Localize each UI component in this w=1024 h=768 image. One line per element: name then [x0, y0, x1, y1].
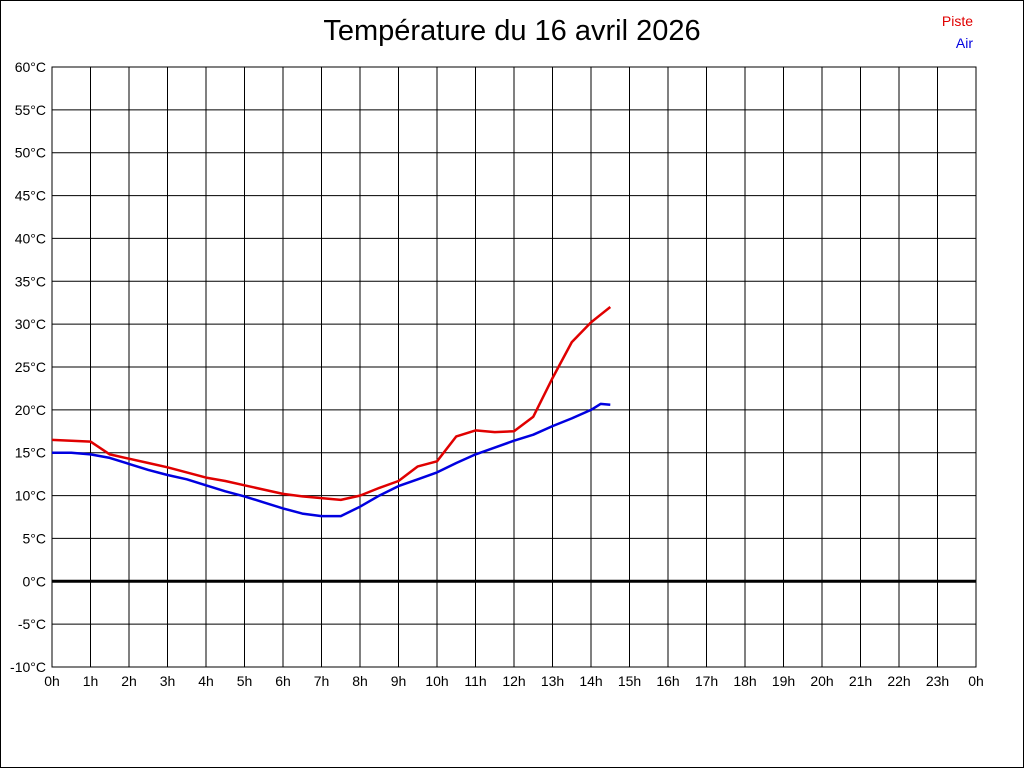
y-tick-label: 5°C: [23, 530, 47, 546]
y-tick-label: 50°C: [15, 145, 46, 161]
y-tick-label: 35°C: [15, 273, 46, 289]
y-tick-label: 40°C: [15, 230, 46, 246]
x-tick-label: 18h: [733, 673, 756, 689]
x-tick-label: 0h: [44, 673, 60, 689]
legend-item-air: Air: [955, 35, 973, 51]
x-tick-label: 12h: [502, 673, 525, 689]
x-tick-label: 8h: [352, 673, 368, 689]
y-tick-label: 60°C: [15, 59, 46, 75]
x-tick-label: 6h: [275, 673, 291, 689]
y-tick-label: 10°C: [15, 488, 46, 504]
y-tick-label: 45°C: [15, 188, 46, 204]
x-tick-label: 21h: [849, 673, 872, 689]
x-tick-label: 16h: [656, 673, 679, 689]
y-tick-label: -10°C: [10, 659, 46, 675]
legend-item-piste: Piste: [941, 13, 973, 29]
air-line: [52, 402, 611, 518]
x-tick-label: 7h: [314, 673, 330, 689]
x-tick-label: 2h: [121, 673, 137, 689]
x-tick-label: 23h: [926, 673, 949, 689]
x-tick-label: 15h: [618, 673, 641, 689]
x-tick-label: 20h: [810, 673, 833, 689]
chart-title: Température du 16 avril 2026: [323, 15, 701, 47]
plot-frame: [51, 66, 977, 668]
x-tick-label: 19h: [772, 673, 795, 689]
x-tick-label: 22h: [887, 673, 910, 689]
y-tick-label: 55°C: [15, 102, 46, 118]
y-tick-label: 15°C: [15, 445, 46, 461]
y-tick-label: 20°C: [15, 402, 46, 418]
piste-line: [51, 306, 612, 502]
x-tick-label: 10h: [425, 673, 448, 689]
x-tick-label: 14h: [579, 673, 602, 689]
y-tick-label: 25°C: [15, 359, 46, 375]
x-tick-label: 3h: [160, 673, 176, 689]
x-tick-label: 13h: [541, 673, 564, 689]
x-tick-label: 9h: [391, 673, 407, 689]
legend: Piste Air: [942, 10, 973, 54]
y-tick-label: 30°C: [15, 316, 46, 332]
x-tick-label: 1h: [83, 673, 99, 689]
x-tick-label: 5h: [237, 673, 253, 689]
x-tick-label: 4h: [198, 673, 214, 689]
y-tick-label: -5°C: [18, 616, 46, 632]
x-tick-label: 17h: [695, 673, 718, 689]
y-tick-label: 0°C: [23, 573, 47, 589]
x-tick-label: 11h: [464, 673, 486, 689]
x-tick-label: 0h: [968, 673, 984, 689]
